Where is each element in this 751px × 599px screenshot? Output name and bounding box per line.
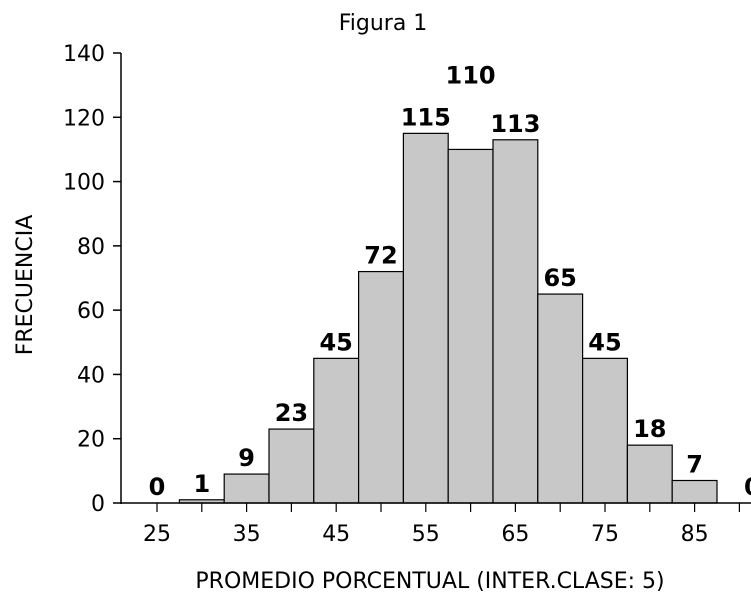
histogram-bar bbox=[268, 428, 315, 504]
data-label: 0 bbox=[744, 473, 751, 501]
y-tick-label: 60 bbox=[77, 299, 105, 324]
histogram-bar bbox=[313, 357, 360, 504]
x-tick-label: 55 bbox=[412, 522, 440, 547]
x-axis: 25 35 45 55 65 75 85 bbox=[121, 502, 751, 547]
x-tick-label: 65 bbox=[501, 522, 529, 547]
data-label: 18 bbox=[633, 415, 666, 443]
data-label: 110 bbox=[446, 61, 496, 89]
histogram-bar bbox=[626, 444, 673, 504]
y-tick-label: 140 bbox=[63, 42, 105, 67]
y-tick-label: 20 bbox=[77, 428, 105, 453]
y-axis: 0 20 40 60 80 100 120 140 bbox=[63, 42, 122, 517]
bars-group bbox=[178, 132, 718, 504]
x-tick-label: 35 bbox=[233, 522, 261, 547]
data-label: 9 bbox=[238, 444, 255, 472]
data-label: 65 bbox=[543, 264, 576, 292]
x-tick-label: 25 bbox=[143, 522, 171, 547]
histogram-bar bbox=[537, 293, 584, 504]
y-tick-label: 40 bbox=[77, 363, 105, 388]
data-label: 115 bbox=[401, 103, 451, 131]
data-label: 72 bbox=[364, 242, 397, 270]
x-axis-label: PROMEDIO PORCENTUAL (INTER.CLASE: 5) bbox=[195, 569, 664, 594]
histogram-bar bbox=[358, 270, 405, 504]
y-tick-label: 80 bbox=[77, 235, 105, 260]
histogram-bar bbox=[581, 357, 628, 504]
y-tick-label: 0 bbox=[91, 492, 105, 517]
y-tick-label: 120 bbox=[63, 106, 105, 131]
histogram-bar bbox=[402, 132, 449, 504]
histogram-bar bbox=[447, 148, 494, 504]
data-labels-group: 01923457211511011365451870 bbox=[149, 61, 751, 501]
x-tick-label: 75 bbox=[591, 522, 619, 547]
x-tick-label: 85 bbox=[681, 522, 709, 547]
x-tick-label: 45 bbox=[322, 522, 350, 547]
data-label: 1 bbox=[193, 470, 210, 498]
data-label: 0 bbox=[149, 473, 166, 501]
histogram-bar bbox=[223, 473, 270, 504]
data-label: 45 bbox=[588, 328, 621, 356]
data-label: 45 bbox=[319, 328, 352, 356]
data-label: 113 bbox=[490, 110, 540, 138]
histogram-bar bbox=[671, 479, 718, 504]
y-tick-label: 100 bbox=[63, 171, 105, 196]
histogram-bar bbox=[492, 139, 539, 504]
chart-title: Figura 1 bbox=[339, 11, 428, 36]
data-label: 23 bbox=[275, 399, 308, 427]
y-axis-label: FRECUENCIA bbox=[13, 215, 38, 356]
data-label: 7 bbox=[686, 451, 703, 479]
